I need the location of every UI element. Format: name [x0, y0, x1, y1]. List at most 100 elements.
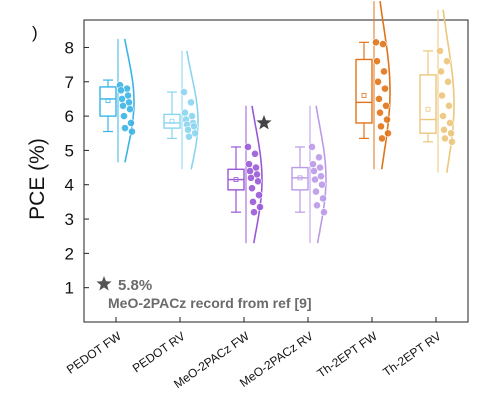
data-points	[116, 38, 456, 217]
point-4-4	[374, 77, 382, 86]
y-tick-label-1: 1	[65, 279, 74, 298]
mean-1	[169, 118, 175, 124]
point-2-6	[247, 173, 255, 182]
point-0-4	[118, 95, 126, 103]
point-2-10	[249, 197, 257, 206]
point-3-4	[310, 167, 318, 175]
violin-4	[379, 1, 391, 170]
y-tick-label-2: 2	[65, 244, 74, 263]
mean-0	[105, 98, 111, 104]
point-2-8	[248, 184, 256, 193]
y-axis-label: PCE (%)	[26, 138, 49, 220]
violin-5	[442, 9, 455, 173]
point-4-6	[375, 95, 383, 103]
reference-star	[256, 115, 272, 130]
point-4-8	[376, 108, 384, 117]
y-tick-label-5: 5	[65, 141, 74, 160]
point-1-2	[181, 108, 189, 117]
point-4-12	[378, 134, 386, 143]
point-0-10	[121, 124, 129, 133]
box-5	[419, 74, 437, 134]
point-4-3	[380, 67, 388, 76]
point-5-10	[441, 134, 449, 143]
point-0-11	[128, 127, 136, 136]
point-3-9	[319, 194, 327, 203]
y-tick-label-8: 8	[65, 38, 74, 57]
point-5-1	[443, 57, 451, 66]
mean-2	[233, 177, 239, 182]
point-5-0	[436, 46, 444, 55]
mean-4	[361, 93, 367, 98]
axes	[83, 19, 469, 323]
point-3-6	[311, 175, 319, 184]
point-1-10	[185, 132, 193, 141]
point-5-2	[437, 67, 445, 76]
violin-1	[186, 50, 199, 170]
point-3-10	[313, 201, 321, 210]
legend-value: 5.8%	[118, 277, 152, 294]
violin-2	[251, 105, 263, 244]
point-2-0	[244, 143, 252, 151]
point-3-5	[317, 172, 325, 181]
point-4-2	[373, 57, 381, 66]
point-3-11	[320, 208, 328, 217]
point-4-1	[379, 40, 387, 48]
point-2-1	[251, 149, 259, 158]
y-tick-label-6: 6	[65, 107, 74, 126]
boxes	[99, 41, 437, 213]
violin-3	[315, 105, 327, 244]
category-label-4: Th-2EPT FW	[315, 329, 381, 381]
point-3-8	[312, 187, 320, 196]
point-0-6	[119, 101, 127, 110]
y-tick-label-4: 4	[65, 176, 74, 195]
point-1-0	[180, 88, 188, 96]
violin-0	[123, 38, 135, 163]
point-5-6	[439, 112, 447, 120]
violins	[117, 1, 455, 244]
point-3-2	[309, 160, 317, 169]
point-0-8	[120, 112, 128, 120]
point-2-11	[256, 203, 264, 211]
point-3-1	[315, 153, 323, 162]
point-5-3	[444, 77, 452, 86]
point-4-0	[372, 38, 380, 47]
plot-frame	[83, 19, 469, 323]
point-2-7	[254, 177, 262, 186]
category-label-0: PEDOT FW	[64, 329, 124, 377]
point-4-9	[383, 115, 391, 124]
point-2-12	[250, 208, 258, 217]
point-4-5	[381, 84, 389, 93]
point-1-1	[187, 98, 195, 107]
point-5-4	[438, 91, 446, 100]
point-3-3	[316, 163, 324, 172]
point-5-5	[445, 101, 453, 110]
category-label-1: PEDOT RV	[130, 329, 188, 375]
box-1	[163, 113, 181, 129]
legend-text: MeO-2PACz record from ref [9]	[108, 295, 312, 311]
point-5-7	[446, 119, 454, 127]
point-2-2	[245, 160, 253, 169]
mean-5	[425, 106, 431, 112]
point-4-7	[382, 101, 390, 110]
mean-3	[297, 175, 303, 181]
point-1-9	[191, 129, 199, 138]
point-5-8	[440, 125, 448, 134]
box-0	[99, 86, 117, 117]
point-0-9	[127, 119, 135, 127]
point-0-7	[126, 105, 134, 114]
top-left-mark: )	[32, 23, 38, 42]
box-4	[355, 58, 373, 124]
point-3-0	[308, 143, 316, 151]
point-2-9	[255, 191, 263, 199]
point-0-2	[117, 86, 125, 95]
y-tick-label-7: 7	[65, 73, 74, 92]
y-tick-label-3: 3	[65, 210, 74, 229]
point-2-4	[246, 167, 254, 175]
point-5-9	[447, 129, 455, 138]
point-4-11	[384, 129, 392, 138]
point-5-11	[448, 137, 456, 146]
legend-star-icon	[96, 276, 112, 291]
point-1-8	[184, 125, 192, 134]
category-label-5: Th-2EPT RV	[380, 329, 443, 379]
